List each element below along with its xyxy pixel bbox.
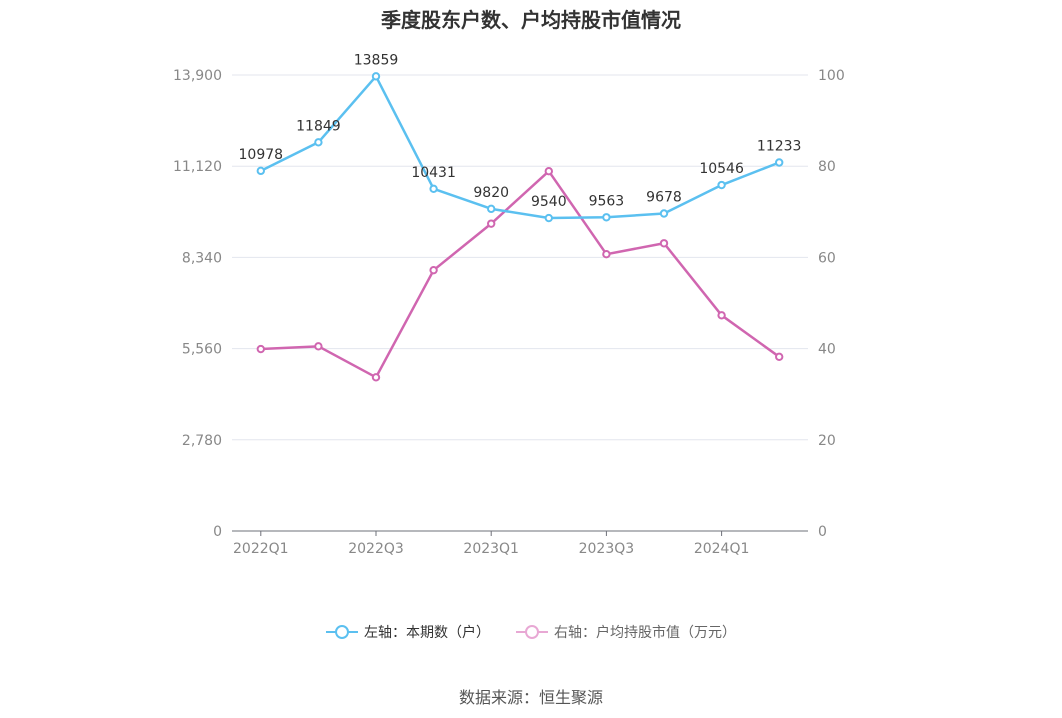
data-point-left (544, 213, 553, 223)
left-axis-tick-label: 5,560 (182, 342, 222, 358)
axes: 0 0 2,780 20 5,560 40 8,340 60 11,120 80 13,900 100… (173, 68, 845, 557)
data-label: 13859 (354, 52, 399, 68)
chart-title: 季度股东户数、户均持股市值情况 (381, 8, 681, 32)
data-point-left (314, 138, 323, 147)
right-axis-tick-label: 20 (818, 433, 836, 449)
legend-item-right-axis[interactable]: 右轴：户均持股市值（万元） (516, 622, 736, 642)
data-point-right (487, 219, 496, 228)
data-point-right (602, 250, 611, 259)
x-axis-tick-label: 2022Q1 (233, 541, 289, 557)
series (256, 72, 784, 382)
right-axis-tick-label: 0 (818, 524, 827, 540)
data-label: 9563 (589, 193, 625, 209)
x-axis-tick-label: 2023Q1 (463, 541, 519, 557)
left-axis-tick-label: 13,900 (173, 68, 222, 84)
x-axis-tick-label: 2023Q3 (579, 541, 635, 557)
legend: 左轴：本期数（户） 右轴：户均持股市值（万元） (0, 622, 1062, 642)
data-label: 11849 (296, 118, 341, 134)
data-point-left (487, 204, 496, 214)
data-labels: 10978 11849 13859 10431 9820 9540 9563 9678 1054… (239, 52, 802, 210)
legend-line-icon (326, 622, 358, 642)
x-axis-tick-label: 2024Q1 (694, 541, 750, 557)
data-point-left (775, 158, 784, 167)
data-point-left (256, 166, 265, 176)
data-point-right (256, 344, 265, 354)
data-label: 10546 (699, 161, 744, 177)
data-point-left (602, 213, 611, 222)
x-axis-tick-label: 2022Q3 (348, 541, 404, 557)
data-point-right (544, 167, 553, 176)
right-axis-tick-label: 100 (818, 68, 845, 84)
series-line-left (260, 75, 780, 220)
data-point-right (659, 239, 669, 248)
data-label: 11233 (757, 138, 802, 154)
legend-label-right: 右轴：户均持股市值（万元） (554, 625, 736, 641)
data-point-left (659, 209, 669, 218)
right-axis-tick-label: 60 (818, 250, 836, 266)
data-point-left (371, 72, 381, 81)
left-axis-tick-label: 0 (213, 524, 222, 540)
right-axis-tick-label: 80 (818, 159, 836, 175)
legend-label-left: 左轴：本期数（户） (364, 625, 490, 641)
data-point-right (314, 342, 323, 351)
data-label: 9820 (473, 185, 509, 201)
left-axis-tick-label: 11,120 (173, 159, 222, 175)
data-label: 10431 (411, 165, 456, 181)
legend-item-left-axis[interactable]: 左轴：本期数（户） (326, 622, 490, 642)
data-source: 数据来源：恒生聚源 (458, 688, 603, 707)
data-label: 10978 (239, 147, 284, 163)
data-point-left (717, 180, 726, 190)
legend-line-icon (516, 622, 548, 642)
data-point-right (429, 265, 438, 275)
grid-lines (232, 74, 808, 441)
left-axis-tick-label: 8,340 (182, 250, 222, 266)
data-point-left (429, 184, 438, 194)
data-point-right (717, 311, 726, 320)
data-point-right (371, 373, 381, 382)
data-label: 9540 (531, 194, 567, 210)
data-point-right (775, 352, 784, 362)
right-axis-tick-label: 40 (818, 342, 836, 358)
data-label: 9678 (646, 190, 682, 206)
series-line-right (260, 169, 780, 379)
left-axis-tick-label: 2,780 (182, 433, 222, 449)
